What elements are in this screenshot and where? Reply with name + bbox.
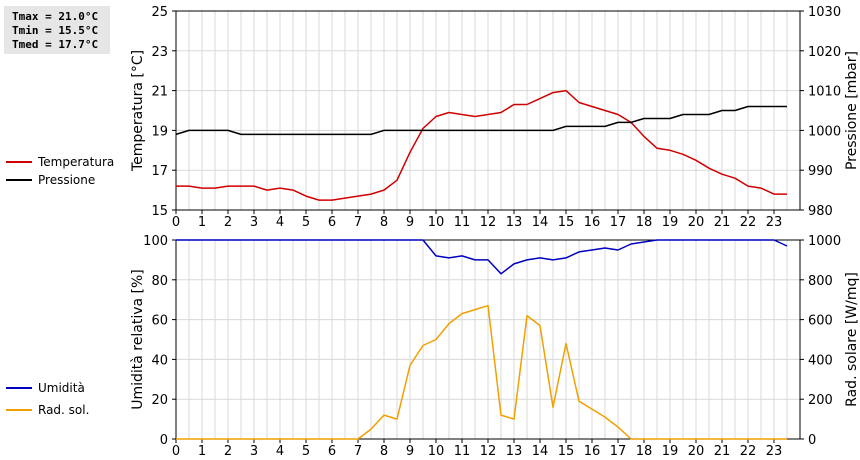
legend-label-pressione: Pressione: [38, 173, 96, 187]
chart2-ylabel-right: Rad. solare [W/mq]: [844, 272, 860, 407]
chart2-xtick-label: 7: [354, 444, 362, 459]
chart1-xtick-label: 11: [454, 215, 471, 230]
chart2-xtick-label: 22: [740, 444, 757, 459]
chart1-ytick-right-label: 1010: [808, 85, 841, 100]
chart2-xtick-label: 15: [558, 444, 575, 459]
chart2-ytick-left-label: 80: [151, 274, 168, 289]
chart2-series-rad-sol: [176, 304, 787, 440]
chart1-ylabel-left: Temperatura [°C]: [130, 50, 146, 172]
legend-label-rad-sol: Rad. sol.: [38, 403, 90, 417]
chart1-ytick-right-label: 990: [808, 164, 833, 179]
chart2-xtick-label: 20: [688, 444, 705, 459]
chart2-ytick-right-label: 400: [808, 353, 833, 368]
chart2-ytick-left-label: 60: [151, 314, 168, 329]
chart2-xtick-label: 5: [302, 444, 310, 459]
legend-label-temperatura: Temperatura: [38, 155, 115, 169]
chart2-ytick-right-label: 1000: [808, 234, 841, 249]
chart1-ytick-right-label: 1000: [808, 124, 841, 139]
chart1-ytick-left-label: 19: [151, 124, 168, 139]
chart1-xtick-label: 2: [224, 215, 232, 230]
chart1-ytick-left-label: 21: [151, 85, 168, 100]
chart2-xtick-label: 13: [506, 444, 523, 459]
chart2-xtick-label: 14: [532, 444, 549, 459]
chart2-ytick-right-label: 200: [808, 393, 833, 408]
chart2-xtick-label: 4: [276, 444, 284, 459]
chart2-xtick-label: 23: [766, 444, 783, 459]
chart1-xtick-label: 3: [250, 215, 258, 230]
stat-tmax: Tmax = 21.0°C: [12, 10, 99, 23]
chart2-ytick-right-label: 600: [808, 314, 833, 329]
chart1-ytick-right-label: 980: [808, 204, 833, 219]
chart1-xtick-label: 4: [276, 215, 284, 230]
chart1-ytick-left-label: 23: [151, 45, 168, 60]
chart1-xtick-label: 18: [636, 215, 653, 230]
chart1-xtick-label: 16: [584, 215, 601, 230]
chart2-ytick-right-label: 0: [808, 433, 816, 448]
chart1-xtick-label: 12: [480, 215, 497, 230]
chart2-ytick-left-label: 20: [151, 393, 168, 408]
chart1-xtick-label: 14: [532, 215, 549, 230]
chart1-ytick-left-label: 25: [151, 5, 168, 20]
chart2-xtick-label: 18: [636, 444, 653, 459]
chart1-ytick-left-label: 17: [151, 164, 168, 179]
legend-label-umidita: Umidità: [38, 381, 85, 395]
chart2-xtick-label: 6: [328, 444, 336, 459]
chart2-grid: [175, 239, 801, 440]
chart2-xtick-label: 17: [610, 444, 627, 459]
chart2-series-umidit: [176, 239, 788, 275]
chart1-xtick-label: 19: [662, 215, 679, 230]
stats-box: Tmax = 21.0°C Tmin = 15.5°C Tmed = 17.7°…: [4, 6, 110, 54]
chart1-grid: [175, 10, 801, 211]
chart1-xtick-label: 0: [172, 215, 180, 230]
chart2-xtick-label: 0: [172, 444, 180, 459]
chart1-series-pressione: [175, 105, 787, 136]
chart2-xtick-label: 3: [250, 444, 258, 459]
chart1-ytick-right-label: 1020: [808, 45, 841, 60]
chart1-series-temperatura: [176, 89, 787, 201]
chart2-xtick-label: 2: [224, 444, 232, 459]
chart2-xtick-label: 19: [662, 444, 679, 459]
chart1-xtick-label: 20: [688, 215, 705, 230]
chart2-xtick-label: 8: [380, 444, 388, 459]
chart2-ytick-left-label: 40: [151, 353, 168, 368]
chart2-ytick-left-label: 0: [160, 433, 168, 448]
chart2-ylabel-left: Umidità relativa [%]: [130, 269, 146, 410]
chart1-xtick-label: 17: [610, 215, 627, 230]
chart1-ylabel-right: Pressione [mbar]: [844, 51, 860, 170]
chart1-ytick-left-label: 15: [151, 204, 168, 219]
chart2-xtick-label: 1: [198, 444, 206, 459]
chart1-xtick-label: 5: [302, 215, 310, 230]
stat-tmin: Tmin = 15.5°C: [12, 24, 99, 37]
chart1-xtick-label: 23: [766, 215, 783, 230]
chart1-xtick-label: 13: [506, 215, 523, 230]
chart1-xtick-label: 21: [714, 215, 731, 230]
chart2-xtick-label: 12: [480, 444, 497, 459]
chart1-xtick-label: 7: [354, 215, 362, 230]
chart2-xtick-label: 11: [454, 444, 471, 459]
chart1-xtick-label: 6: [328, 215, 336, 230]
chart2-ytick-left-label: 100: [143, 234, 168, 249]
legend-swatch-rad-sol: [6, 409, 32, 411]
chart2-xtick-label: 10: [428, 444, 445, 459]
legend-swatch-temperatura: [6, 161, 32, 163]
chart2-xtick-label: 21: [714, 444, 731, 459]
chart1-xtick-label: 9: [406, 215, 414, 230]
chart1-xtick-label: 22: [740, 215, 757, 230]
chart2-xtick-label: 9: [406, 444, 414, 459]
chart1-xtick-label: 10: [428, 215, 445, 230]
legend-swatch-pressione: [6, 179, 32, 181]
stat-tmed: Tmed = 17.7°C: [12, 38, 99, 51]
chart1-ytick-right-label: 1030: [808, 5, 841, 20]
chart1-xtick-label: 1: [198, 215, 206, 230]
legend-swatch-umidita: [6, 387, 32, 389]
chart2-xtick-label: 16: [584, 444, 601, 459]
chart2-ytick-right-label: 800: [808, 274, 833, 289]
chart1-xtick-label: 8: [380, 215, 388, 230]
chart1-xtick-label: 15: [558, 215, 575, 230]
